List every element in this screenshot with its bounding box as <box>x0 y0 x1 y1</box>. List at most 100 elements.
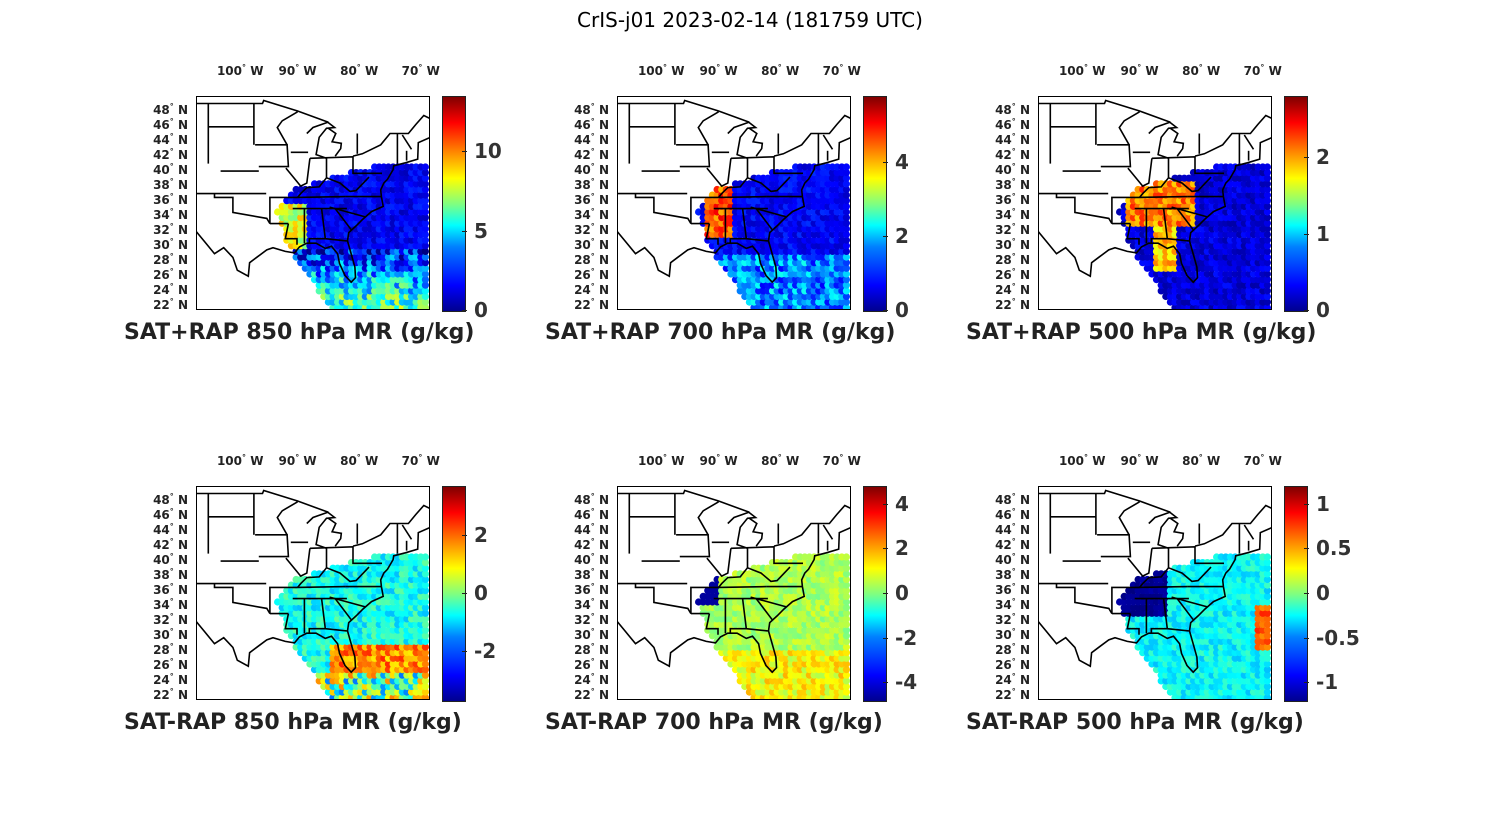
data-cell <box>421 570 429 578</box>
state-border <box>1167 237 1189 242</box>
state-border <box>1097 144 1132 168</box>
data-cell <box>1263 270 1271 278</box>
data-cell <box>842 264 850 272</box>
state-border <box>1151 545 1224 565</box>
map-panel: 100° W 90° W 80° W 70° W 48° N 46° N 44° N 42° … <box>124 56 556 356</box>
data-cell <box>421 259 429 267</box>
state-border <box>617 489 750 514</box>
lat-tick-label: 28° N <box>995 642 1030 658</box>
lat-tick-label: 28° N <box>995 252 1030 268</box>
map-plot-area <box>1038 486 1272 700</box>
state-border <box>773 114 851 157</box>
panel-title: SAT+RAP 850 hPa MR (g/kg) <box>124 320 475 345</box>
state-border <box>773 504 851 547</box>
data-cell <box>842 609 850 617</box>
data-cell <box>842 637 850 645</box>
data-cell <box>1263 298 1271 306</box>
data-cell <box>421 592 429 600</box>
figure-title: CrIS-j01 2023-02-14 (181759 UTC) <box>577 8 923 32</box>
lat-tick-label: 44° N <box>574 132 609 148</box>
coastline <box>196 526 430 674</box>
state-border <box>276 111 299 146</box>
lon-value: 100 <box>216 454 242 468</box>
data-cell <box>1263 304 1271 310</box>
lat-tick-label: 32° N <box>574 222 609 238</box>
lat-tick-label: 44° N <box>995 132 1030 148</box>
state-border <box>1118 111 1141 146</box>
data-cell <box>421 587 429 595</box>
state-border <box>1151 155 1224 175</box>
data-cell <box>1263 688 1271 696</box>
state-border <box>325 627 347 632</box>
lat-tick-label: 42° N <box>574 537 609 553</box>
lat-tick-label: 24° N <box>574 672 609 688</box>
colorbar-tick-label: 0 <box>883 298 909 322</box>
state-border <box>1243 524 1255 540</box>
lat-tick-label: 32° N <box>153 222 188 238</box>
data-cell <box>842 666 850 674</box>
state-border <box>1118 501 1141 536</box>
lon-tick-label: 70° W <box>401 63 440 78</box>
colorbar <box>1284 96 1308 312</box>
data-cell <box>421 169 429 177</box>
lat-tick-label: 42° N <box>153 537 188 553</box>
data-cell <box>842 587 850 595</box>
data-cell <box>1263 592 1271 600</box>
data-cell <box>1263 620 1271 629</box>
state-border <box>822 524 834 540</box>
lat-tick-label: 26° N <box>153 267 188 283</box>
data-cell <box>421 671 429 679</box>
data-cell <box>421 242 429 250</box>
state-border <box>196 99 329 124</box>
lon-value: 100 <box>1058 64 1084 78</box>
data-cell <box>842 660 850 668</box>
colorbar-tick-label: 4 <box>883 150 909 175</box>
lat-tick-label: 22° N <box>153 297 188 313</box>
map-frame <box>617 96 851 310</box>
data-cell <box>1263 253 1271 261</box>
colorbar <box>863 486 887 702</box>
data-cell <box>842 174 850 182</box>
colorbar-tick-label: -2 <box>882 625 918 650</box>
lon-value: 90 <box>278 64 296 78</box>
map-plot-area <box>196 486 430 700</box>
state-border <box>308 208 327 244</box>
panel-title: SAT-RAP 500 hPa MR (g/kg) <box>966 710 1304 735</box>
state-border <box>1169 517 1185 547</box>
data-cell <box>1263 163 1271 171</box>
data-cell <box>1263 281 1271 289</box>
state-border <box>1167 627 1189 632</box>
data-cell <box>1263 276 1271 284</box>
data-cell <box>1263 559 1271 567</box>
data-cell <box>842 632 850 640</box>
data-cell <box>421 581 429 589</box>
data-cell <box>1263 197 1271 205</box>
lat-tick-label: 28° N <box>153 252 188 268</box>
lat-tick-label: 36° N <box>153 582 188 598</box>
map-panel: 100° W 90° W 80° W 70° W 48° N 46° N 44° N 42° … <box>966 56 1398 356</box>
lon-value: 100 <box>216 64 242 78</box>
data-cell <box>1263 587 1271 595</box>
lat-tick-label: 30° N <box>153 627 188 643</box>
lon-value: 70 <box>401 64 419 78</box>
lat-tick-label: 32° N <box>574 612 609 628</box>
data-cell <box>842 247 850 255</box>
lon-tick-label: 70° W <box>822 63 861 78</box>
data-cell <box>842 553 850 561</box>
lon-tick-label: 100° W <box>1058 453 1106 468</box>
panel-title: SAT+RAP 500 hPa MR (g/kg) <box>966 320 1317 345</box>
data-cell <box>421 230 429 239</box>
data-cell <box>421 185 429 194</box>
lat-tick-label: 42° N <box>995 537 1030 553</box>
data-cell <box>421 654 429 662</box>
data-cell <box>1263 208 1271 216</box>
lon-value: 70 <box>1243 454 1261 468</box>
data-cell <box>842 191 850 199</box>
data-cell <box>1263 598 1271 606</box>
state-border <box>1243 134 1255 150</box>
state-border <box>255 534 290 558</box>
lat-tick-label: 30° N <box>995 627 1030 643</box>
state-border <box>213 583 271 615</box>
state-border <box>617 99 750 124</box>
lat-tick-label: 32° N <box>995 222 1030 238</box>
